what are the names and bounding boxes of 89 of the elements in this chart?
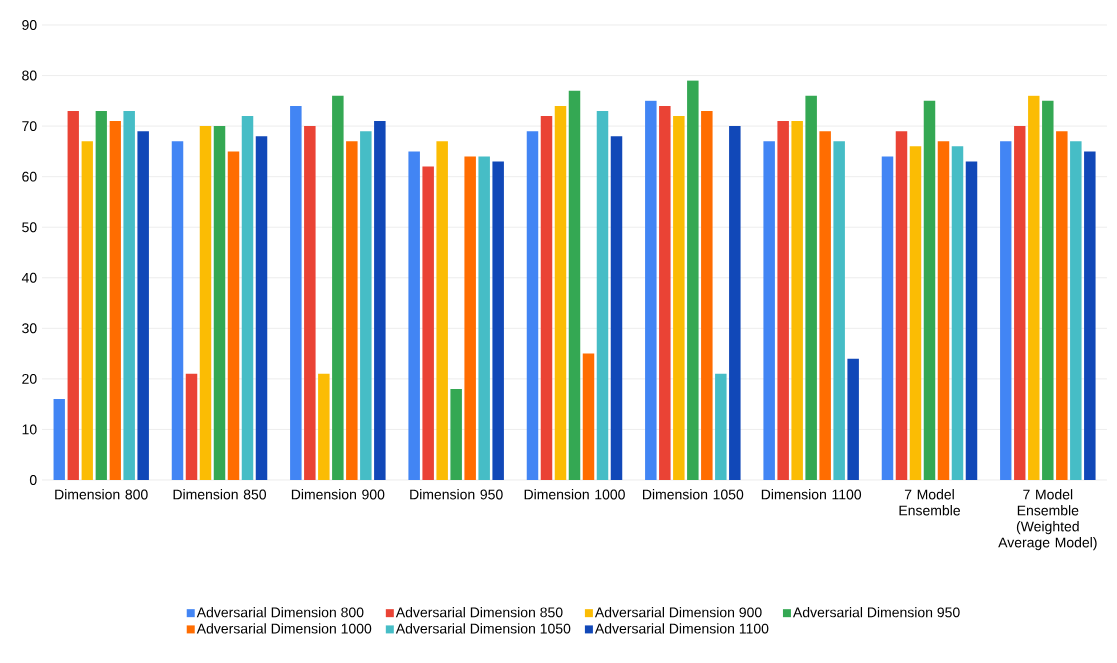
bar xyxy=(109,121,121,480)
bar xyxy=(123,110,135,480)
bar xyxy=(213,126,226,480)
bar xyxy=(81,141,93,480)
y-tick-label: 80 xyxy=(22,70,37,81)
x-tick-label: 7 Model Ensemble (Weighted Average Model) xyxy=(998,489,1097,551)
x-tick-label: Dimension 800 xyxy=(55,489,148,500)
bar xyxy=(374,121,386,480)
y-tick-label: 40 xyxy=(21,272,37,283)
bar xyxy=(951,146,964,480)
bar xyxy=(464,156,476,480)
x-tick-label: Dimension 1100 xyxy=(761,489,862,500)
legend-label: Adversarial Dimension 950 xyxy=(792,607,960,618)
bar xyxy=(729,126,741,480)
x-tick-label: Dimension 1050 xyxy=(643,489,744,500)
bar xyxy=(346,141,358,480)
bar xyxy=(95,110,107,480)
bar xyxy=(1014,126,1026,480)
bar xyxy=(596,110,609,480)
bar xyxy=(318,373,330,480)
bar xyxy=(1042,100,1054,480)
bar xyxy=(645,100,657,480)
legend-label: Adversarial Dimension 1100 xyxy=(594,623,769,634)
bar xyxy=(673,115,685,480)
legend-label: Adversarial Dimension 1000 xyxy=(196,623,372,634)
bar xyxy=(450,388,462,480)
bar xyxy=(227,151,240,480)
bar xyxy=(1070,141,1082,480)
bar xyxy=(1056,131,1068,480)
bar xyxy=(360,131,372,480)
bar xyxy=(909,146,922,480)
bar xyxy=(777,121,789,480)
bar xyxy=(1084,151,1096,480)
bar xyxy=(540,115,553,480)
bar xyxy=(610,136,623,480)
bar xyxy=(791,121,803,480)
bar xyxy=(185,373,198,480)
bar xyxy=(554,105,567,480)
y-tick-label: 60 xyxy=(22,171,37,182)
bar xyxy=(492,161,504,480)
bar xyxy=(67,110,79,480)
x-tick-label: Dimension 850 xyxy=(173,489,267,500)
bar xyxy=(290,105,302,480)
y-tick-label: 70 xyxy=(22,121,37,132)
bar xyxy=(582,353,595,480)
bar xyxy=(715,373,727,480)
legend-label: Adversarial Dimension 900 xyxy=(594,607,762,618)
bar xyxy=(255,136,268,480)
bar xyxy=(833,141,845,480)
y-tick-label: 10 xyxy=(22,424,37,435)
bar xyxy=(332,95,344,480)
bar xyxy=(171,141,184,480)
y-tick-label: 30 xyxy=(22,323,37,334)
x-tick-label: 7 Model Ensemble xyxy=(899,489,960,516)
x-tick-label: Dimension 950 xyxy=(410,489,503,500)
bar xyxy=(847,358,859,480)
bar xyxy=(422,166,434,480)
bar xyxy=(701,110,713,480)
y-tick-label: 90 xyxy=(22,20,37,30)
bar xyxy=(53,399,65,480)
bar xyxy=(436,141,448,480)
legend-label: Adversarial Dimension 800 xyxy=(196,607,364,618)
bar xyxy=(819,131,831,480)
bar xyxy=(1028,95,1040,480)
bar xyxy=(568,90,581,480)
bar xyxy=(408,151,420,480)
bar xyxy=(241,115,254,480)
bar xyxy=(478,156,490,480)
bar xyxy=(763,141,775,480)
legend-label: Adversarial Dimension 1050 xyxy=(395,623,571,634)
bar xyxy=(923,100,936,480)
bar xyxy=(965,161,978,480)
bar xyxy=(687,80,699,480)
bar xyxy=(1000,141,1012,480)
bar xyxy=(937,141,950,480)
x-tick-label: Dimension 900 xyxy=(291,489,385,500)
bar xyxy=(304,126,316,480)
y-tick-label: 20 xyxy=(22,373,37,384)
bar xyxy=(659,105,671,480)
bar xyxy=(526,131,539,480)
y-tick-label: 0 xyxy=(29,475,37,485)
bar xyxy=(199,126,212,480)
legend-label: Adversarial Dimension 850 xyxy=(395,607,563,618)
x-tick-label: Dimension 1000 xyxy=(524,489,625,500)
bar xyxy=(805,95,817,480)
bar xyxy=(895,131,908,480)
bar xyxy=(137,131,149,480)
bar xyxy=(881,156,894,480)
y-tick-label: 50 xyxy=(22,222,37,233)
